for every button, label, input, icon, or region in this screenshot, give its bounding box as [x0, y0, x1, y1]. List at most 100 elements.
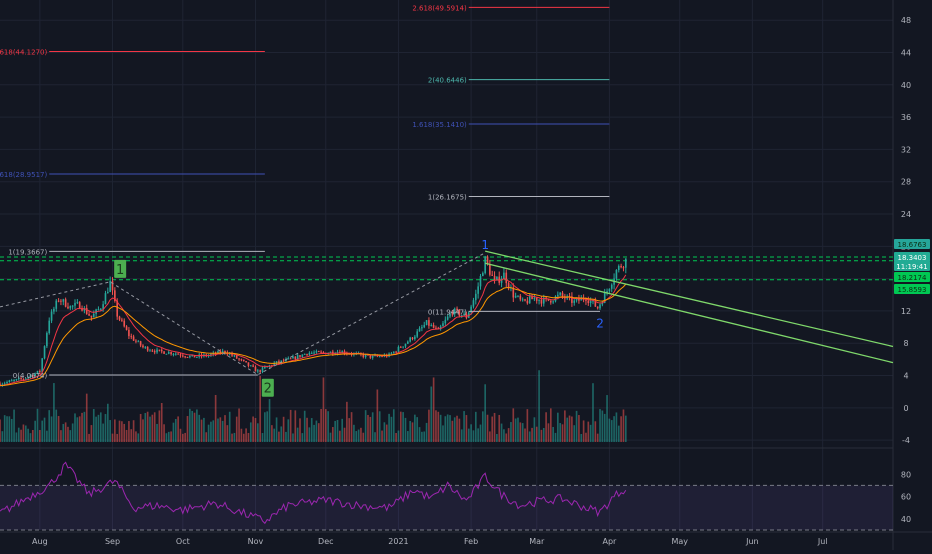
candle-body: [301, 354, 304, 357]
candle-body: [24, 378, 27, 380]
candle-body: [50, 311, 53, 321]
price-tick-label: 0: [903, 404, 908, 413]
volume-bar: [620, 416, 622, 442]
volume-bar: [404, 417, 407, 442]
candle: [132, 334, 135, 342]
volume-bar: [99, 412, 102, 442]
volume-bar: [460, 429, 463, 442]
price-label-bg: [894, 284, 930, 294]
candle: [592, 300, 594, 305]
candle-body: [144, 346, 147, 348]
candle: [533, 294, 536, 302]
candle-body: [418, 328, 421, 332]
candle-body: [428, 320, 430, 326]
volume-bar: [596, 433, 599, 442]
candle-body: [53, 308, 55, 312]
volume-bar: [174, 418, 177, 442]
candle: [144, 346, 147, 349]
ema-line: [0, 283, 627, 387]
candle-body: [449, 313, 451, 317]
candle-body: [446, 316, 449, 320]
candle: [149, 348, 151, 352]
candle-body: [137, 341, 140, 343]
volume-bar: [467, 428, 470, 442]
volume-bar: [437, 411, 440, 442]
candle-body: [397, 346, 400, 352]
volume-bar: [519, 422, 522, 442]
candle-body: [20, 378, 22, 380]
price-label: 18.2174: [894, 272, 930, 282]
volume-bar: [449, 415, 451, 442]
candle: [165, 353, 168, 355]
candle: [287, 356, 290, 360]
ema-line: [0, 274, 627, 387]
volume-bar: [95, 416, 97, 442]
candle-body: [432, 325, 435, 328]
candle-body: [603, 292, 606, 303]
volume-bar: [160, 402, 163, 442]
candle-body: [390, 353, 393, 355]
candle: [177, 352, 179, 355]
candle: [261, 366, 264, 374]
volume-bar: [418, 427, 421, 442]
candle-body: [444, 319, 447, 324]
volume-bar: [617, 425, 620, 442]
price-tick-label: 4: [903, 372, 908, 381]
candle: [503, 268, 505, 279]
volume-bar: [29, 433, 32, 442]
candle-body: [282, 360, 285, 362]
candle-body: [135, 340, 137, 342]
candle: [172, 352, 175, 357]
candle-body: [210, 354, 212, 356]
volume-bar: [369, 416, 372, 442]
candle-body: [111, 281, 114, 291]
volume-bar: [280, 426, 283, 442]
volume-bar: [224, 415, 226, 442]
candle-body: [557, 294, 559, 297]
volume-bar: [172, 422, 175, 442]
volume-bar: [196, 409, 198, 442]
candle-body: [165, 353, 168, 355]
candle-body: [561, 292, 564, 297]
volume-bar: [186, 416, 189, 442]
candle-body: [34, 373, 36, 377]
candle-body: [303, 353, 306, 355]
volume-bar: [376, 389, 379, 442]
candle: [456, 306, 458, 313]
candle-body: [503, 272, 505, 279]
volume-bar: [310, 418, 313, 442]
fib-level-label: 0(11.9447): [428, 308, 467, 316]
candle: [519, 294, 522, 302]
candle: [67, 302, 69, 310]
candle: [308, 351, 311, 357]
drawings[interactable]: 2.618(49.5914) 2.618(44.1270) 2(40.6446) 1.…: [0, 4, 894, 397]
volume-bar: [353, 424, 355, 442]
candle-body: [259, 370, 261, 372]
volume-bar: [106, 403, 109, 442]
candle-body: [46, 333, 48, 347]
volume-bar: [146, 411, 149, 442]
volume-bar: [69, 430, 72, 442]
candle-body: [500, 278, 503, 283]
volume-bar: [381, 430, 383, 442]
volume-bar: [210, 421, 212, 442]
candle-body: [36, 370, 39, 374]
volume-bar: [289, 409, 292, 442]
candle-body: [599, 304, 601, 309]
candle: [233, 354, 236, 358]
candle: [526, 297, 529, 305]
candle-body: [174, 353, 177, 355]
candle-body: [439, 326, 442, 329]
candle-body: [257, 370, 259, 372]
candle-body: [266, 366, 269, 368]
volume-bar: [144, 413, 147, 442]
candle: [118, 315, 121, 322]
candle-body: [306, 353, 308, 355]
volume-bar: [308, 427, 311, 442]
volume-bar: [135, 431, 137, 442]
candle: [437, 326, 440, 329]
candle-body: [69, 305, 72, 309]
volume-bar: [116, 433, 119, 442]
